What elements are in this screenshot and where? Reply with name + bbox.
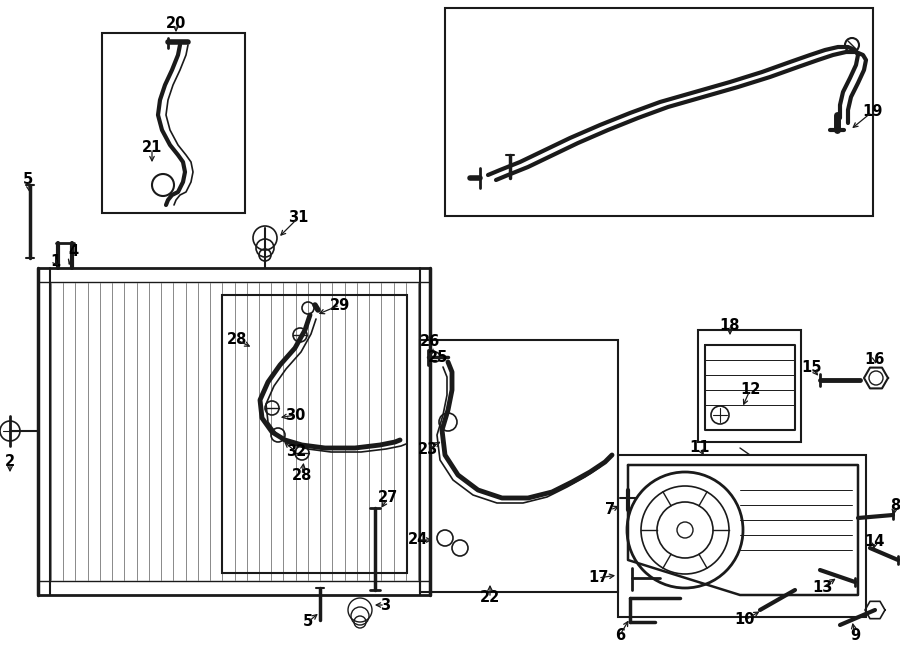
- Text: 31: 31: [288, 211, 308, 226]
- Text: 26: 26: [420, 334, 440, 350]
- Text: 10: 10: [734, 612, 755, 628]
- Text: 21: 21: [142, 140, 162, 156]
- Bar: [618, 455, 866, 617]
- Text: 9: 9: [850, 628, 860, 643]
- Text: 32: 32: [286, 444, 306, 459]
- Text: 4: 4: [68, 244, 78, 260]
- Text: 29: 29: [330, 297, 350, 312]
- Text: 22: 22: [480, 591, 500, 606]
- Bar: [102, 33, 245, 213]
- Text: 28: 28: [292, 467, 312, 483]
- Text: 13: 13: [812, 581, 833, 596]
- Text: 20: 20: [166, 17, 186, 32]
- Text: 12: 12: [740, 383, 760, 397]
- Text: 8: 8: [890, 498, 900, 512]
- Text: 17: 17: [588, 571, 608, 585]
- Text: 2: 2: [4, 455, 15, 469]
- Text: 24: 24: [408, 532, 428, 547]
- Text: 16: 16: [865, 352, 886, 367]
- Text: 27: 27: [378, 491, 398, 506]
- Text: 5: 5: [303, 614, 313, 630]
- Text: 5: 5: [22, 173, 33, 187]
- Text: 14: 14: [865, 534, 886, 549]
- Text: 6: 6: [615, 628, 626, 643]
- Bar: [420, 340, 618, 592]
- Bar: [222, 295, 407, 573]
- Bar: [445, 8, 873, 216]
- Text: 19: 19: [862, 105, 882, 120]
- Text: 11: 11: [689, 440, 710, 455]
- Bar: [698, 330, 801, 442]
- Text: 23: 23: [418, 442, 438, 457]
- Text: 18: 18: [720, 318, 740, 332]
- Text: 3: 3: [380, 598, 390, 612]
- Text: 25: 25: [428, 350, 448, 365]
- Text: 7: 7: [605, 502, 615, 518]
- Text: 28: 28: [227, 332, 248, 348]
- Text: 15: 15: [802, 361, 823, 375]
- Text: 1: 1: [50, 254, 60, 269]
- Text: 30: 30: [284, 408, 305, 422]
